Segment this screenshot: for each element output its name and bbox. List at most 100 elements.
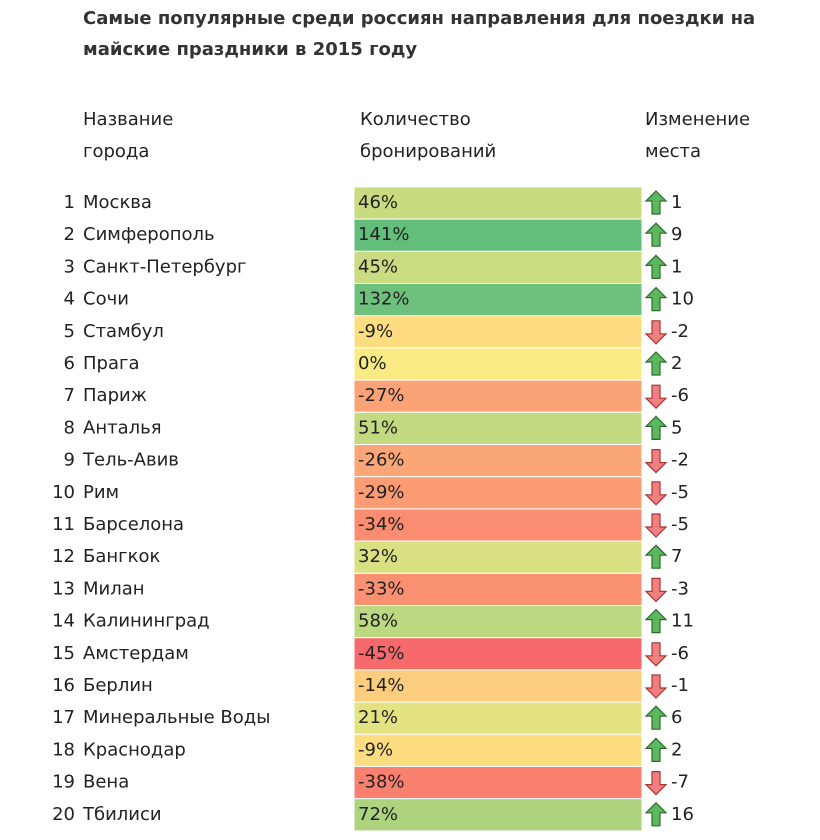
city: Амстердам (83, 643, 189, 664)
column-header: места (645, 141, 701, 162)
bookings-label: -9% (358, 739, 393, 760)
bookings-cell (353, 315, 643, 349)
change: -5 (671, 514, 689, 535)
arrow-down (644, 770, 668, 796)
bookings-cell (353, 411, 643, 445)
bookings-label: -45% (358, 643, 405, 664)
arrow-down (644, 481, 668, 506)
rank: 12 (52, 546, 75, 567)
arrow-up (644, 286, 668, 312)
city: Калининград (83, 611, 210, 632)
rank: 10 (52, 482, 75, 503)
city: Санкт-Петербург (83, 256, 246, 277)
column-header: Название (83, 109, 173, 130)
rank: 16 (52, 675, 75, 696)
bookings-label: -33% (358, 578, 405, 599)
bookings-label: -34% (358, 514, 405, 535)
change: -6 (671, 385, 689, 406)
change: 10 (671, 289, 694, 310)
city: Бангкок (83, 546, 160, 567)
city: Рим (83, 482, 119, 503)
city: Краснодар (83, 739, 186, 760)
arrow-down (644, 642, 668, 667)
arrow-up (644, 190, 668, 215)
bookings-cell (353, 669, 643, 703)
bookings-label: 21% (358, 707, 398, 728)
arrow-up (644, 351, 668, 376)
city: Стамбул (83, 321, 164, 342)
city: Прага (83, 353, 139, 374)
rank: 20 (52, 804, 75, 825)
change: -3 (671, 578, 689, 599)
arrow-up (644, 801, 668, 827)
bookings-label: 45% (358, 256, 398, 277)
rank: 19 (52, 772, 75, 793)
bookings-cell (353, 476, 643, 510)
arrow-down (644, 513, 668, 538)
rank: 11 (52, 514, 75, 535)
bookings-cell (353, 283, 643, 317)
bookings-label: -14% (358, 675, 405, 696)
bookings-cell (353, 733, 643, 767)
bookings-label: 32% (358, 546, 398, 567)
rank: 8 (64, 417, 75, 438)
bookings-label: -29% (358, 482, 405, 503)
change: -7 (671, 772, 689, 793)
change: -2 (671, 321, 689, 342)
city: Сочи (83, 289, 129, 310)
change: -1 (671, 675, 689, 696)
arrow-down (644, 674, 668, 699)
city: Анталья (83, 417, 162, 438)
city: Москва (83, 192, 152, 213)
arrow-down (644, 384, 668, 410)
bookings-label: -38% (358, 772, 405, 793)
arrow-up (644, 544, 668, 569)
change: 7 (671, 546, 682, 567)
city: Симферополь (83, 224, 215, 245)
bookings-label: 58% (358, 611, 398, 632)
title: майские праздники в 2015 году (83, 39, 417, 60)
city: Вена (83, 772, 129, 793)
change: 1 (671, 256, 682, 277)
arrow-up (644, 608, 668, 634)
arrow-up (644, 737, 668, 763)
rank: 2 (64, 224, 75, 245)
change: 5 (671, 417, 682, 438)
bookings-cell (353, 798, 643, 832)
city: Берлин (83, 675, 153, 696)
arrow-down (644, 449, 668, 474)
change: 2 (671, 353, 682, 374)
change: 2 (671, 739, 682, 760)
bookings-cell (353, 766, 643, 800)
rank: 9 (64, 450, 75, 471)
change: 16 (671, 804, 694, 825)
column-header: Изменение (645, 109, 750, 130)
arrow-up (644, 254, 668, 279)
bookings-label: 46% (358, 192, 398, 213)
arrow-up (644, 222, 668, 247)
rank: 18 (52, 739, 75, 760)
city: Барселона (83, 514, 184, 535)
rank: 17 (52, 707, 75, 728)
bookings-cell (353, 250, 643, 285)
city: Тель-Авив (82, 450, 179, 471)
arrow-up (644, 705, 668, 730)
rank: 1 (64, 192, 75, 213)
rank: 4 (64, 289, 75, 310)
bookings-label: 141% (358, 224, 409, 245)
rank: 14 (52, 611, 75, 632)
bookings-cell (353, 572, 643, 606)
bookings-label: 72% (358, 804, 398, 825)
rank: 7 (64, 385, 75, 406)
bookings-label: 132% (358, 289, 409, 310)
city: Милан (83, 578, 145, 599)
bookings-cell (353, 347, 643, 381)
city: Тбилиси (82, 804, 162, 825)
bookings-cell (353, 186, 643, 220)
city: Минеральные Воды (83, 707, 270, 728)
rank: 13 (52, 578, 75, 599)
change: -6 (671, 643, 689, 664)
bookings-label: 0% (358, 353, 387, 374)
bookings-cell (353, 605, 643, 639)
